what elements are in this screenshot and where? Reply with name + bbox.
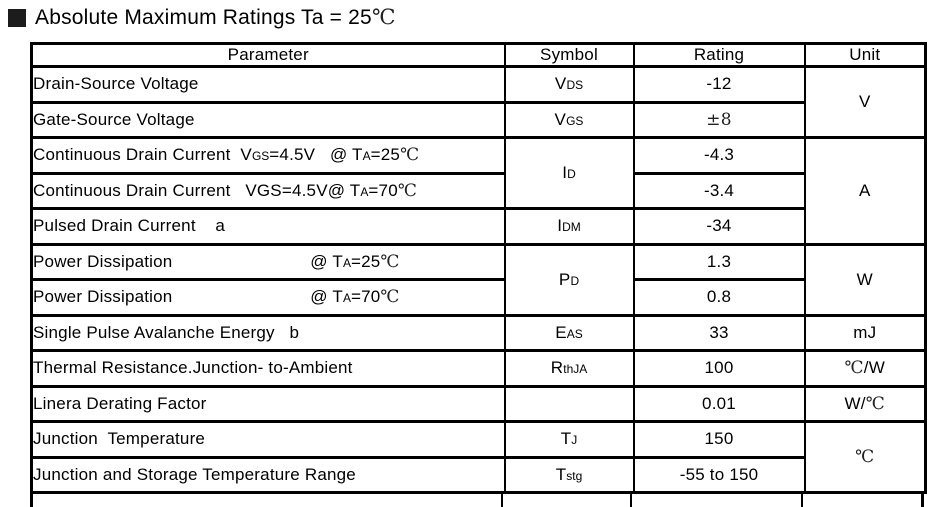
unit-cell: mJ	[803, 313, 927, 352]
table-row: Gate-Source Voltage VGS ±8	[30, 100, 926, 139]
section-title: Absolute Maximum Ratings Ta = 25℃	[8, 5, 396, 30]
unit-cell: ℃/W	[803, 349, 927, 388]
rating-cell: -12	[632, 65, 806, 104]
parameter-cell: Thermal Resistance.Junction- to-Ambient	[30, 349, 506, 388]
rating-cell: -34	[632, 207, 806, 246]
table-row: Pulsed Drain Current a IDM -34	[30, 207, 926, 246]
table-gridline-stub	[921, 494, 924, 507]
unit-cell: W	[803, 242, 927, 317]
symbol-cell: IDM	[503, 207, 635, 246]
table-row: Linera Derating Factor 0.01 W/℃	[30, 384, 927, 423]
symbol-cell: ID	[503, 136, 635, 210]
rating-cell: 33	[632, 313, 806, 352]
table-row: Thermal Resistance.Junction- to-Ambient …	[30, 349, 927, 388]
parameter-cell: Continuous Drain Current VGS=4.5V @ TA=2…	[30, 136, 506, 175]
table-gridline-stub	[501, 494, 503, 507]
rating-cell: -55 to 150	[632, 455, 806, 494]
table-row: Single Pulse Avalanche Energy b EAS 33 m…	[30, 313, 927, 352]
col-header-symbol: Symbol	[503, 42, 635, 68]
parameter-cell: Junction and Storage Temperature Range	[30, 455, 506, 494]
parameter-cell: Drain-Source Voltage	[30, 65, 506, 104]
table-row: Power Dissipation @ TA=70℃ 0.8	[30, 278, 926, 317]
unit-cell: ℃	[803, 420, 927, 494]
symbol-cell: RthJA	[503, 349, 635, 388]
header-row: Parameter Symbol Rating Unit	[30, 42, 927, 68]
rating-cell: ±8	[632, 100, 806, 139]
rating-cell: 0.8	[632, 278, 806, 317]
rating-cell: 0.01	[632, 384, 806, 423]
parameter-cell: Single Pulse Avalanche Energy b	[30, 313, 506, 352]
col-header-rating: Rating	[632, 42, 806, 68]
rating-cell: 1.3	[632, 242, 806, 281]
table-row: Junction and Storage Temperature Range T…	[30, 455, 926, 494]
parameter-cell: Junction Temperature	[30, 420, 506, 459]
parameter-cell: Pulsed Drain Current a	[30, 207, 506, 246]
col-header-unit: Unit	[803, 42, 927, 68]
table-row: Drain-Source Voltage VDS -12 V	[30, 65, 927, 139]
col-header-parameter: Parameter	[30, 42, 506, 68]
table-row: Power Dissipation @ TA=25℃ PD 1.3 W	[30, 242, 927, 317]
symbol-cell: EAS	[503, 313, 635, 352]
symbol-cell: VGS	[503, 100, 635, 139]
symbol-cell: PD	[503, 242, 635, 317]
section-title-text: Absolute Maximum Ratings Ta = 25℃	[35, 5, 396, 29]
symbol-cell: VDS	[503, 65, 635, 104]
parameter-cell: Gate-Source Voltage	[30, 100, 506, 139]
symbol-cell: Tstg	[503, 455, 635, 494]
parameter-cell: Linera Derating Factor	[30, 384, 506, 423]
unit-cell: W/℃	[803, 384, 927, 423]
table-row: Junction Temperature TJ 150 ℃	[30, 420, 927, 494]
rating-cell: 100	[632, 349, 806, 388]
symbol-cell: TJ	[503, 420, 635, 459]
unit-cell: A	[803, 136, 927, 246]
table-row: Continuous Drain Current VGS=4.5V@ TA=70…	[30, 171, 926, 210]
unit-cell: V	[803, 65, 927, 139]
section-marker-icon	[8, 8, 26, 27]
table-row: Continuous Drain Current VGS=4.5V @ TA=2…	[30, 136, 927, 246]
rating-cell: -4.3	[632, 136, 806, 175]
table-gridline-stub	[30, 494, 33, 507]
parameter-cell: Power Dissipation @ TA=70℃	[30, 278, 506, 317]
table-gridline-stub	[630, 494, 632, 507]
rating-cell: 150	[632, 420, 806, 459]
parameter-cell: Power Dissipation @ TA=25℃	[30, 242, 506, 281]
table-gridline-stub	[801, 494, 803, 507]
symbol-cell	[503, 384, 635, 423]
abs-max-ratings-table: Parameter Symbol Rating Unit Drain-Sourc…	[30, 42, 927, 494]
parameter-cell: Continuous Drain Current VGS=4.5V@ TA=70…	[30, 171, 506, 210]
rating-cell: -3.4	[632, 171, 806, 210]
